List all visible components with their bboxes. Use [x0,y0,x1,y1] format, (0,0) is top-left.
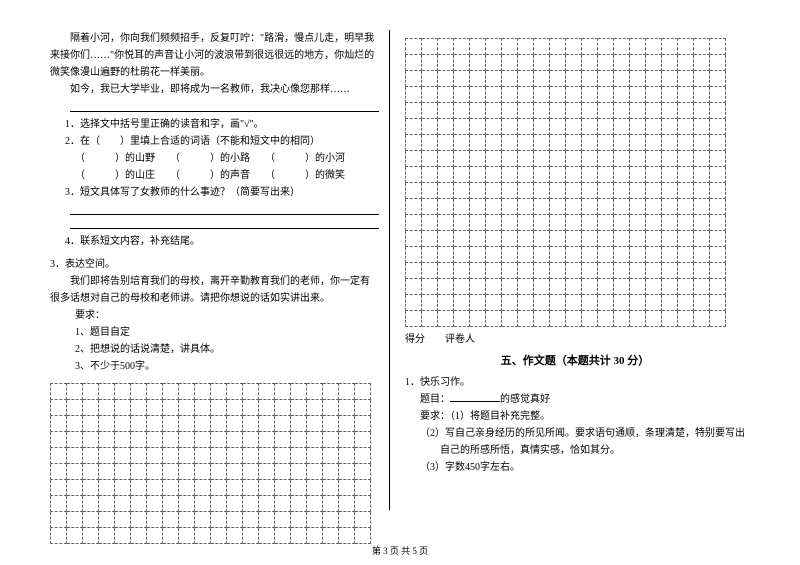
right-column: 得分 评卷人 五、作文题（本题共计 30 分） 1．快乐习作。 题目： 的感觉真好… [405,30,745,510]
essay-req-1: （1）将题目补充完整。 [450,411,550,422]
question-4: 4．联系短文内容，补充结尾。 [50,233,379,250]
essay-title-label: 题目： [420,394,450,405]
essay-title-suffix: 的感觉真好 [500,394,550,405]
question-1: 1．选择文中括号里正确的读音和字，画"√"。 [50,116,379,133]
essay-title-line: 题目： 的感觉真好 [405,391,745,408]
section-3-label: 3．表达空间。 [50,256,379,273]
essay-req-3: （3）字数450字左右。 [405,459,745,476]
question-2: 2．在（ ）里填上合适的词语（不能和短文中的相同） [50,133,379,150]
passage-1: 隔着小河，你向我们频频招手，反复叮咛："路滑，慢点儿走，明早我来接你们……"你悦… [50,30,379,81]
passage-2-suffix: …… [330,84,350,95]
q2-blanks-2: （ ）的山庄 （ ）的声音 （ ）的微笑 [50,167,379,184]
section-3-text: 我们即将告别培育我们的母校，离开辛勤教育我们的老师，你一定有很多话想对自己的母校… [50,273,379,307]
essay-title-blank [450,401,500,402]
essay-req-line: 要求：（1）将题目补充完整。 [405,408,745,425]
blank-line-1 [70,102,379,112]
req-1: 1、题目自定 [50,324,379,341]
score-row: 得分 评卷人 [405,331,745,348]
question-3: 3．短文具体写了女教师的什么事迹？（简要写出来） [50,184,379,201]
right-top-grid [405,38,745,327]
essay-q1: 1．快乐习作。 [405,374,745,391]
score-label: 得分 [405,331,425,348]
page-footer: 第 3 页 共 5 页 [0,544,800,557]
left-column: 隔着小河，你向我们频频招手，反复叮咛："路滑，慢点儿走，明早我来接你们……"你悦… [50,30,390,510]
reviewer-label: 评卷人 [445,331,475,348]
req-3: 3、不少于500字。 [50,358,379,375]
section-5-title: 五、作文题（本题共计 30 分） [405,352,745,368]
req-2: 2、把想说的话说清楚，讲具体。 [50,341,379,358]
page-container: 隔着小河，你向我们频频招手，反复叮咛："路滑，慢点儿走，明早我来接你们……"你悦… [50,30,750,510]
req-label: 要求： [50,307,379,324]
left-writing-grid [50,383,379,544]
blank-line-2 [70,205,379,215]
q2-blanks-1: （ ）的山野 （ ）的小路 （ ）的小河 [50,150,379,167]
passage-2-text: 如今，我已大学毕业，即将成为一名教师，我决心像您那样 [70,84,330,95]
blank-line-3 [70,219,379,229]
essay-req-2: （2）写自己亲身经历的所见所闻。要求语句通顺，条理清楚，特别要写出自己的所感所悟… [405,425,745,459]
passage-2: 如今，我已大学毕业，即将成为一名教师，我决心像您那样…… [50,81,379,98]
essay-req-label: 要求： [420,411,450,422]
